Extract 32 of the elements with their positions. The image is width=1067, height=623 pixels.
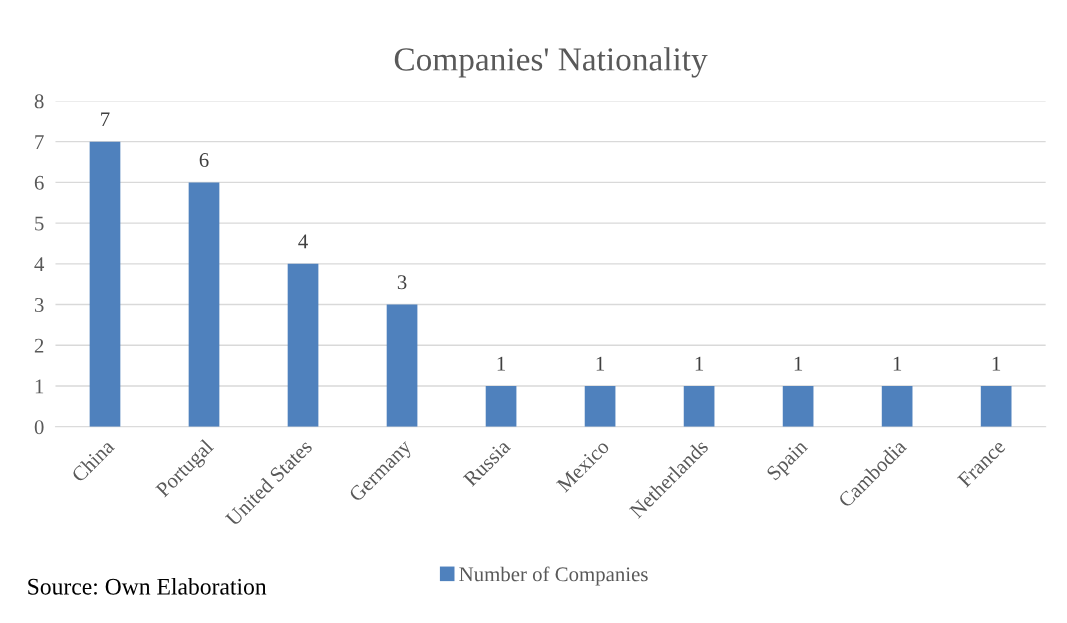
bar [485, 386, 517, 427]
data-label: 1 [794, 356, 803, 371]
y-tick-label: 0 [34, 420, 44, 435]
chart-title: Companies' Nationality [394, 47, 708, 78]
bar [980, 386, 1012, 427]
data-label: 1 [695, 356, 704, 371]
bar [782, 386, 814, 427]
y-tick-label: 7 [35, 135, 44, 149]
bar [386, 304, 418, 427]
bar [188, 182, 220, 427]
bar [584, 386, 616, 427]
data-label: 4 [298, 234, 308, 249]
y-tick-label: 1 [35, 379, 44, 394]
data-label: 1 [596, 356, 605, 371]
y-tick-label: 4 [34, 257, 45, 272]
bar [683, 386, 715, 427]
source-note: Source: Own Elaboration [28, 578, 267, 595]
data-label: 1 [893, 356, 902, 371]
bar [89, 141, 121, 427]
data-label: 6 [199, 153, 209, 168]
data-label: 3 [397, 275, 407, 290]
data-label: 7 [101, 112, 110, 127]
y-tick-label: 3 [34, 298, 44, 312]
data-label: 1 [497, 356, 506, 371]
y-tick-label: 2 [34, 338, 44, 353]
legend-label: Number of Companies [459, 566, 648, 586]
bar [287, 263, 319, 427]
y-tick-label: 8 [34, 94, 44, 109]
bar [881, 386, 913, 427]
y-tick-label: 6 [34, 175, 44, 190]
y-tick-label: 5 [35, 216, 44, 231]
data-label: 1 [992, 356, 1001, 371]
